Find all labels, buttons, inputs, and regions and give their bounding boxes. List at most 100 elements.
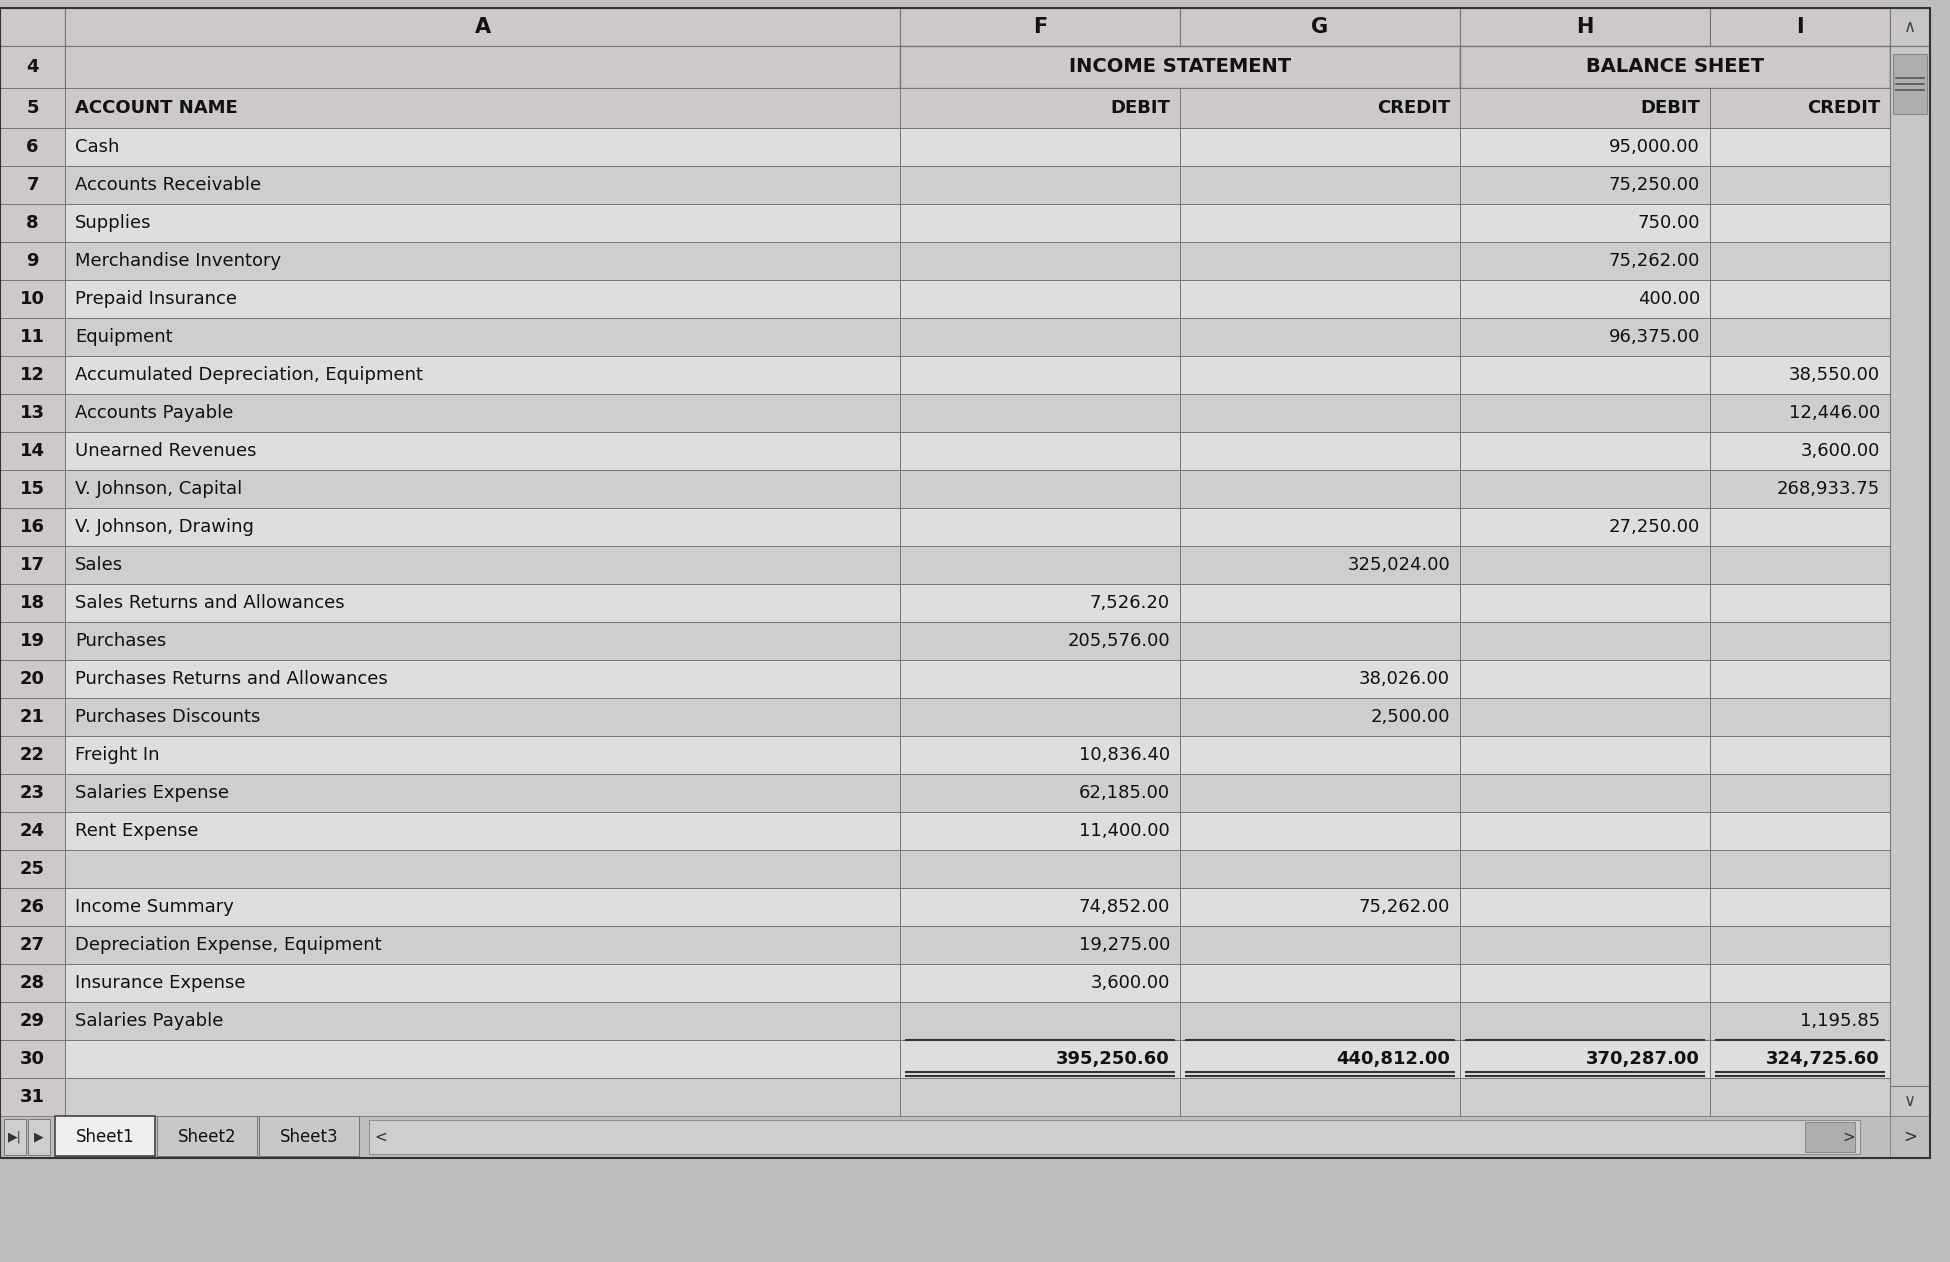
- Text: Supplies: Supplies: [74, 215, 152, 232]
- Bar: [1461, 1040, 1710, 1078]
- Bar: [0, 851, 64, 888]
- Bar: [1710, 851, 1890, 888]
- Bar: [1890, 45, 1930, 88]
- Text: 29: 29: [20, 1012, 45, 1030]
- Bar: [1710, 546, 1890, 584]
- Bar: [1180, 660, 1461, 698]
- Bar: [0, 660, 64, 698]
- Bar: [1710, 280, 1890, 318]
- Text: Sheet3: Sheet3: [279, 1128, 337, 1146]
- Text: 74,852.00: 74,852.00: [1078, 899, 1170, 916]
- Bar: [1180, 584, 1461, 622]
- Bar: [1180, 964, 1461, 1002]
- Bar: [1890, 584, 1930, 622]
- Bar: [1890, 8, 1930, 45]
- Text: 2,500.00: 2,500.00: [1371, 708, 1451, 726]
- Text: Salaries Payable: Salaries Payable: [74, 1012, 224, 1030]
- Bar: [901, 1002, 1180, 1040]
- Text: 14: 14: [20, 442, 45, 461]
- Bar: [1180, 127, 1461, 167]
- Bar: [1461, 964, 1710, 1002]
- Bar: [0, 432, 64, 469]
- Text: CREDIT: CREDIT: [1808, 98, 1880, 117]
- Bar: [901, 394, 1180, 432]
- Text: V. Johnson, Drawing: V. Johnson, Drawing: [74, 517, 254, 536]
- Bar: [1180, 509, 1461, 546]
- Bar: [1890, 318, 1930, 356]
- Text: ACCOUNT NAME: ACCOUNT NAME: [74, 98, 238, 117]
- Bar: [1461, 242, 1710, 280]
- Text: 27,250.00: 27,250.00: [1609, 517, 1700, 536]
- Text: 10: 10: [20, 290, 45, 308]
- Text: 3,600.00: 3,600.00: [1090, 974, 1170, 992]
- Bar: [901, 851, 1180, 888]
- Text: 4: 4: [25, 58, 39, 76]
- Text: 38,550.00: 38,550.00: [1788, 366, 1880, 384]
- Bar: [1180, 280, 1461, 318]
- Bar: [901, 432, 1180, 469]
- Bar: [0, 811, 64, 851]
- Bar: [64, 1040, 901, 1078]
- Bar: [1180, 698, 1461, 736]
- Bar: [0, 127, 64, 167]
- Text: CREDIT: CREDIT: [1377, 98, 1451, 117]
- Text: 22: 22: [20, 746, 45, 764]
- Bar: [1710, 127, 1890, 167]
- Bar: [64, 660, 901, 698]
- Bar: [0, 45, 64, 88]
- Bar: [901, 469, 1180, 509]
- Text: 395,250.60: 395,250.60: [1057, 1050, 1170, 1068]
- Bar: [901, 926, 1180, 964]
- Bar: [0, 736, 64, 774]
- Text: 38,026.00: 38,026.00: [1359, 670, 1451, 688]
- Bar: [901, 242, 1180, 280]
- Bar: [0, 394, 64, 432]
- Bar: [901, 509, 1180, 546]
- Bar: [1461, 318, 1710, 356]
- Bar: [1180, 811, 1461, 851]
- Bar: [1180, 546, 1461, 584]
- Bar: [64, 280, 901, 318]
- Bar: [901, 698, 1180, 736]
- Bar: [1890, 851, 1930, 888]
- Bar: [1710, 167, 1890, 204]
- Bar: [64, 394, 901, 432]
- Bar: [901, 964, 1180, 1002]
- Bar: [64, 242, 901, 280]
- Bar: [0, 8, 64, 45]
- Bar: [1890, 1116, 1930, 1159]
- Bar: [901, 774, 1180, 811]
- Bar: [1461, 8, 1710, 45]
- Bar: [1461, 394, 1710, 432]
- Bar: [1890, 926, 1930, 964]
- Text: 62,185.00: 62,185.00: [1078, 784, 1170, 801]
- Bar: [64, 1002, 901, 1040]
- Bar: [1180, 242, 1461, 280]
- Bar: [0, 584, 64, 622]
- Bar: [1710, 888, 1890, 926]
- Bar: [1461, 698, 1710, 736]
- Bar: [1180, 888, 1461, 926]
- Bar: [4, 1119, 25, 1155]
- Bar: [1890, 356, 1930, 394]
- Bar: [1180, 167, 1461, 204]
- Text: ▶|: ▶|: [8, 1131, 21, 1143]
- Text: 15: 15: [20, 480, 45, 498]
- Bar: [1890, 736, 1930, 774]
- Text: 19,275.00: 19,275.00: [1078, 936, 1170, 954]
- Bar: [901, 318, 1180, 356]
- Bar: [1890, 509, 1930, 546]
- Text: 75,250.00: 75,250.00: [1609, 175, 1700, 194]
- Bar: [901, 622, 1180, 660]
- Bar: [0, 1002, 64, 1040]
- Bar: [1461, 469, 1710, 509]
- Text: >: >: [1903, 1128, 1917, 1146]
- Bar: [901, 811, 1180, 851]
- Bar: [1461, 45, 1890, 88]
- Text: 750.00: 750.00: [1638, 215, 1700, 232]
- Bar: [64, 1078, 901, 1116]
- Text: Accounts Payable: Accounts Payable: [74, 404, 234, 422]
- Bar: [0, 356, 64, 394]
- Bar: [1890, 469, 1930, 509]
- Bar: [0, 926, 64, 964]
